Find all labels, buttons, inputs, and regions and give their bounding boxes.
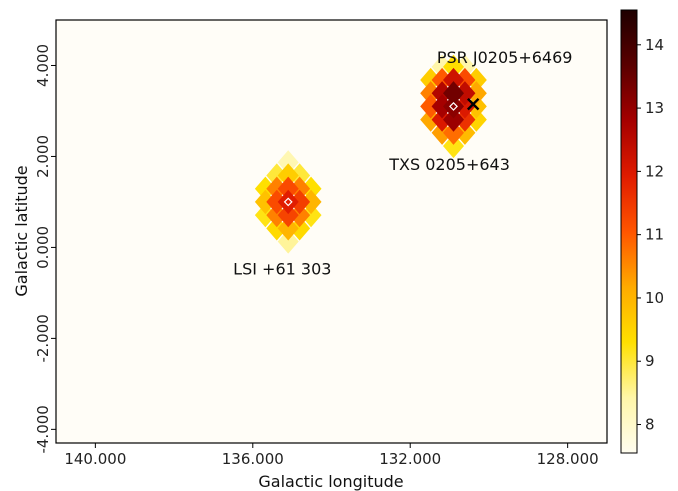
heat-cell [420, 81, 442, 106]
y-tick-label: -2.000 [34, 314, 52, 362]
lsi-61-303-position-marker [283, 197, 293, 207]
heat-cell [443, 67, 465, 93]
heat-cell [443, 120, 465, 145]
heat-cell [254, 176, 276, 201]
source-label-1: PSR J0205+6469 [437, 48, 573, 67]
plot-background [56, 20, 607, 443]
heat-cell [465, 67, 487, 93]
heat-cell [443, 133, 465, 159]
heat-cell [431, 67, 453, 93]
heat-cell [431, 54, 453, 79]
txs-0205-643-position-marker [449, 101, 458, 111]
x-tick-label: 132.000 [379, 450, 441, 468]
heat-cell [420, 67, 442, 93]
heat-cell [289, 176, 311, 201]
heat-cell [277, 189, 299, 215]
heat-cell [277, 163, 299, 188]
colorbar-tick-label: 11 [645, 226, 664, 244]
y-tick-label: 0.000 [34, 226, 52, 269]
heat-cell [465, 81, 487, 106]
y-tick-label: 4.000 [34, 44, 52, 87]
source-blob-1 [254, 150, 322, 254]
heat-cell [289, 189, 311, 215]
heat-cell [300, 202, 322, 228]
marker-layer [283, 97, 480, 207]
plot-frame [55, 19, 608, 444]
source-label-3: LSI +61 303 [233, 260, 331, 279]
y-axis: -4.000 -2.000 0.000 2.000 4.000 [34, 44, 56, 454]
colorbar-tick-label: 12 [645, 162, 664, 180]
heat-cell [431, 81, 453, 106]
psr-j0205-6469-position-marker [466, 97, 480, 111]
source-label-2: TXS 0205+643 [388, 155, 510, 174]
x-tick-label: 128.000 [537, 450, 599, 468]
x-axis: 140.000 136.000 132.000 128.000 [64, 443, 599, 468]
colorbar-tick-label: 8 [645, 416, 655, 434]
heat-cell [289, 163, 311, 188]
colorbar-gradient [621, 10, 637, 453]
heat-cell [266, 176, 288, 201]
heat-cell [454, 120, 476, 145]
heat-cell [443, 54, 465, 79]
heat-cell [443, 81, 465, 106]
heat-cell [277, 229, 299, 254]
x-tick-label: 136.000 [222, 450, 284, 468]
heat-cell [454, 81, 476, 106]
y-axis-title: Galactic latitude [12, 165, 31, 296]
heat-cell [443, 107, 465, 132]
y-tick-label: -4.000 [34, 405, 52, 453]
heatmap-layer [254, 54, 487, 254]
heat-cell [431, 107, 453, 132]
heat-cell [266, 189, 288, 215]
heat-cell [465, 107, 487, 132]
heat-cell [289, 202, 311, 228]
cross-stroke [466, 97, 480, 111]
colorbar-tick-label: 9 [645, 352, 655, 370]
y-tick-label: 2.000 [34, 135, 52, 178]
heat-cell [277, 176, 299, 201]
heat-cell [254, 189, 276, 215]
heat-cell [300, 176, 322, 201]
heat-cell [300, 189, 322, 215]
x-tick-label: 140.000 [64, 450, 126, 468]
plot-area: PSR J0205+6469 TXS 0205+643 LSI +61 303 [55, 19, 608, 444]
heat-cell [266, 216, 288, 241]
heat-cell [289, 216, 311, 241]
x-axis-title: Galactic longitude [258, 472, 403, 491]
colorbar-frame [620, 9, 638, 454]
colorbar-tick-label: 13 [645, 99, 664, 117]
heat-cell [420, 94, 442, 119]
heat-cell [454, 54, 476, 79]
heat-cell [254, 202, 276, 228]
heat-cell [454, 67, 476, 93]
heat-cell [431, 94, 453, 119]
heat-cell [277, 150, 299, 175]
heat-cell [420, 107, 442, 132]
heat-cell [431, 120, 453, 145]
heat-cell [277, 216, 299, 241]
heat-cell [266, 163, 288, 188]
heat-cell [454, 107, 476, 132]
heat-cell [266, 202, 288, 228]
colorbar: 8 9 10 11 12 13 14 [620, 9, 664, 454]
heat-cell [277, 202, 299, 228]
colorbar-tick-label: 10 [645, 289, 664, 307]
heat-cell [443, 94, 465, 119]
colorbar-ticks: 8 9 10 11 12 13 14 [637, 36, 664, 434]
annotation-layer: PSR J0205+6469 TXS 0205+643 LSI +61 303 [233, 48, 572, 279]
colorbar-tick-label: 14 [645, 36, 664, 54]
